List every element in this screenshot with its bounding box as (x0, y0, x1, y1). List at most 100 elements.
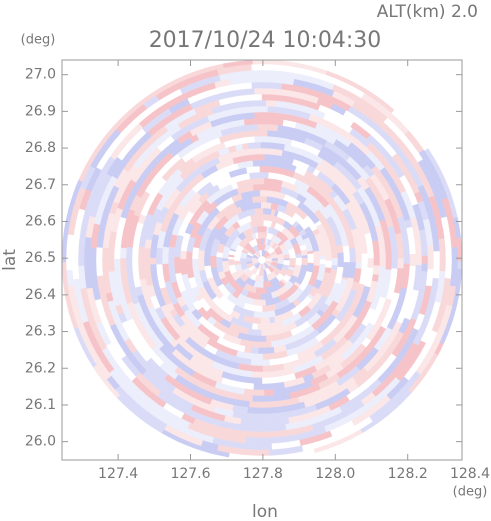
echo-segment (247, 141, 262, 150)
echo-segment (266, 99, 277, 107)
y-tick-label: 26.5 (25, 250, 56, 266)
x-tick-label: 128.0 (315, 466, 355, 482)
echo-segment (250, 359, 271, 367)
echo-segment (397, 258, 405, 269)
echo-segment (313, 250, 321, 266)
echo-segment (259, 105, 269, 113)
echo-segment (367, 258, 375, 269)
echo-segment (372, 265, 381, 276)
y-unit: (deg) (21, 33, 56, 48)
echo-segment (289, 257, 297, 268)
echo-segment (250, 443, 273, 451)
echo-segment (319, 255, 327, 260)
y-tick-label: 26.0 (25, 434, 56, 450)
echo-segment (260, 201, 272, 209)
echo-segment (173, 256, 182, 274)
echo-segment (324, 267, 332, 274)
echo-segment (95, 246, 103, 277)
y-tick-label: 26.2 (25, 360, 56, 376)
altitude-label: ALT(km) 2.0 (377, 2, 478, 22)
echo-segment (251, 298, 267, 307)
echo-segment (427, 245, 435, 270)
y-tick-label: 26.7 (25, 177, 56, 193)
echo-segment (167, 246, 176, 263)
echo-segment (260, 328, 275, 337)
echo-segment (301, 257, 309, 266)
echo-segment (257, 346, 275, 355)
echo-segment (143, 247, 151, 257)
y-tick-label: 26.4 (25, 287, 56, 303)
echo-segment (268, 316, 276, 324)
y-tick-label: 27.0 (25, 67, 56, 83)
reflectivity-field (61, 59, 463, 461)
y-tick-label: 26.9 (25, 103, 56, 119)
echo-segment (307, 253, 315, 264)
echo-segment (257, 231, 268, 239)
echo-segment (161, 246, 170, 265)
echo-segment (295, 253, 303, 259)
y-tick-label: 26.1 (25, 397, 56, 413)
echo-segment (457, 261, 463, 269)
echo-segment (295, 257, 303, 261)
x-tick-label: 128.2 (388, 466, 428, 482)
echo-segment (263, 207, 273, 216)
echo-segment (155, 247, 163, 265)
echo-segment (264, 153, 273, 161)
echo-segment (257, 225, 268, 233)
echo-segment (349, 247, 357, 263)
echo-segment (254, 287, 268, 295)
y-tick-label: 26.3 (25, 324, 56, 340)
echo-segment (263, 389, 274, 397)
y-axis-label: lat (0, 249, 20, 271)
echo-segment (300, 249, 309, 257)
x-axis-label: lon (252, 502, 278, 521)
y-tick-label: 26.6 (25, 213, 56, 229)
echo-segment (355, 262, 363, 270)
echo-segment (438, 238, 447, 272)
echo-segment (252, 159, 272, 167)
echo-segment (251, 81, 283, 90)
x-tick-label: 127.4 (98, 466, 138, 482)
echo-segment (243, 388, 265, 397)
echo-segment (254, 207, 264, 215)
echo-segment (432, 251, 441, 279)
echo-segment (185, 250, 193, 262)
echo-segment (257, 123, 279, 132)
echo-segment (396, 268, 404, 277)
echo-segment (250, 347, 259, 355)
echo-segment (337, 252, 345, 268)
echo-segment (256, 213, 270, 221)
echo-segment (265, 259, 273, 261)
echo-segment (197, 249, 206, 272)
x-tick-label: 127.6 (170, 466, 210, 482)
echo-segment (239, 257, 247, 265)
echo-segment (301, 255, 309, 259)
echo-segment (319, 259, 327, 265)
echo-segment (385, 265, 393, 270)
echo-segment (209, 255, 217, 269)
echo-segment (331, 265, 339, 271)
echo-segment (331, 258, 339, 266)
echo-segment (249, 171, 259, 180)
x-tick-label: 127.8 (243, 466, 283, 482)
x-unit: (deg) (453, 485, 488, 500)
echo-segment (119, 247, 127, 259)
echo-segment (409, 253, 417, 267)
echo-segment (257, 171, 270, 179)
echo-segment (227, 258, 235, 266)
echo-segment (256, 455, 273, 461)
echo-segment (342, 245, 351, 263)
echo-segment (325, 260, 333, 269)
echo-segment (259, 317, 271, 325)
echo-segment (179, 250, 187, 260)
y-tick-label: 26.8 (25, 140, 56, 156)
echo-segment (203, 259, 211, 267)
echo-segment (191, 258, 199, 266)
echo-segment (421, 263, 429, 273)
echo-segment (149, 257, 157, 265)
echo-segment (421, 255, 429, 264)
echo-segment (241, 142, 250, 150)
x-tick-label: 128.4 (450, 466, 490, 482)
chart-title: 2017/10/24 10:04:30 (149, 28, 382, 53)
